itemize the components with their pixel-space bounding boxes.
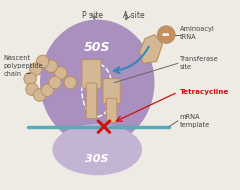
Text: Transferase
site: Transferase site: [180, 56, 218, 70]
Circle shape: [36, 55, 49, 68]
Text: Nascent
polypeptide
chain: Nascent polypeptide chain: [3, 55, 43, 77]
Circle shape: [34, 89, 46, 101]
Circle shape: [24, 72, 36, 85]
Text: aa: aa: [162, 32, 170, 37]
FancyBboxPatch shape: [82, 59, 101, 88]
Text: mRNA
template: mRNA template: [180, 114, 210, 128]
Text: 50S: 50S: [84, 41, 110, 54]
Circle shape: [30, 63, 42, 75]
Text: A site: A site: [123, 11, 144, 20]
Text: Aminoacyl
tRNA: Aminoacyl tRNA: [180, 26, 214, 40]
FancyBboxPatch shape: [103, 79, 120, 104]
Circle shape: [158, 26, 175, 43]
Ellipse shape: [41, 20, 154, 145]
Circle shape: [41, 84, 54, 97]
Text: P site: P site: [82, 11, 103, 20]
FancyBboxPatch shape: [86, 83, 97, 119]
Circle shape: [26, 83, 38, 96]
Text: 30S: 30S: [85, 154, 109, 164]
FancyBboxPatch shape: [106, 98, 117, 122]
Circle shape: [49, 76, 61, 89]
Polygon shape: [139, 35, 162, 63]
Circle shape: [64, 76, 77, 89]
Text: Tetracycline: Tetracycline: [180, 89, 229, 95]
Ellipse shape: [53, 125, 141, 175]
Circle shape: [45, 60, 57, 72]
Circle shape: [54, 67, 67, 79]
